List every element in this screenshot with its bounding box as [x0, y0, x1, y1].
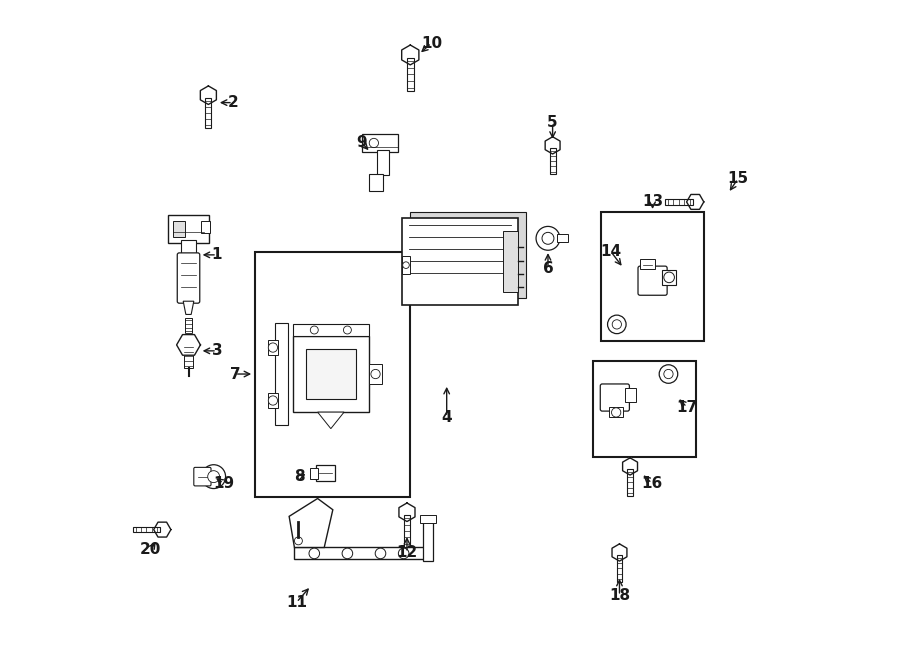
Circle shape [309, 548, 320, 559]
Circle shape [208, 471, 220, 483]
Circle shape [342, 548, 353, 559]
Bar [133, 527, 159, 532]
Bar [640, 259, 654, 269]
Text: 3: 3 [212, 344, 222, 358]
Bar [181, 240, 196, 255]
Bar [268, 340, 277, 355]
Bar [402, 218, 518, 305]
Bar [292, 324, 369, 336]
Text: 13: 13 [642, 195, 663, 209]
Text: 4: 4 [441, 410, 452, 424]
Bar [369, 364, 382, 384]
Bar [550, 148, 555, 175]
Bar [665, 199, 693, 205]
Circle shape [371, 369, 380, 379]
Circle shape [369, 138, 379, 148]
Circle shape [310, 326, 319, 334]
Text: 2: 2 [228, 95, 238, 110]
Bar [316, 465, 335, 481]
Circle shape [664, 272, 674, 283]
Circle shape [664, 369, 673, 379]
Text: 7: 7 [230, 367, 240, 381]
Polygon shape [545, 137, 560, 154]
Text: 9: 9 [356, 135, 366, 150]
Bar [407, 58, 414, 91]
Text: 12: 12 [396, 545, 418, 560]
Bar [423, 520, 434, 561]
Polygon shape [687, 195, 704, 209]
Bar [201, 221, 211, 233]
Text: 10: 10 [421, 36, 442, 50]
Bar [274, 323, 288, 426]
Circle shape [375, 548, 386, 559]
Bar [184, 345, 194, 368]
Polygon shape [623, 458, 637, 475]
Bar [369, 174, 383, 191]
Bar [626, 388, 636, 402]
Text: 8: 8 [293, 469, 304, 484]
FancyBboxPatch shape [194, 467, 211, 486]
Text: 11: 11 [286, 595, 307, 610]
Bar [627, 469, 633, 495]
Bar [292, 336, 369, 412]
FancyBboxPatch shape [600, 384, 629, 411]
Text: 20: 20 [140, 542, 161, 557]
Bar [268, 393, 277, 408]
Bar [410, 212, 526, 298]
Circle shape [344, 326, 351, 334]
Text: 17: 17 [677, 400, 698, 414]
Bar [377, 150, 389, 175]
Bar [609, 407, 624, 417]
Circle shape [294, 537, 302, 545]
Bar [310, 468, 318, 479]
Circle shape [542, 232, 554, 244]
Circle shape [612, 320, 622, 329]
Text: 6: 6 [543, 261, 553, 275]
Text: 14: 14 [600, 244, 621, 259]
Circle shape [402, 261, 410, 269]
Circle shape [268, 343, 277, 352]
Bar [294, 547, 427, 559]
Polygon shape [154, 522, 171, 537]
Text: 15: 15 [727, 171, 749, 186]
Text: 19: 19 [213, 476, 234, 491]
Bar [556, 234, 569, 242]
Bar [601, 212, 704, 341]
Bar [184, 318, 193, 333]
FancyBboxPatch shape [177, 253, 200, 303]
Circle shape [202, 465, 226, 489]
Bar [420, 515, 436, 523]
Bar [662, 270, 677, 285]
FancyBboxPatch shape [638, 266, 667, 295]
Bar [362, 134, 399, 152]
Circle shape [268, 396, 277, 405]
Circle shape [611, 408, 621, 417]
Polygon shape [318, 412, 344, 429]
Polygon shape [612, 544, 627, 561]
Bar [503, 232, 517, 291]
Text: 18: 18 [609, 589, 630, 603]
Text: 1: 1 [212, 248, 222, 262]
Polygon shape [201, 86, 216, 105]
Polygon shape [176, 334, 201, 355]
Bar [593, 361, 696, 457]
Bar [616, 555, 622, 582]
Text: 5: 5 [547, 115, 558, 130]
Bar [173, 221, 184, 237]
Bar [205, 98, 212, 128]
Circle shape [608, 315, 626, 334]
Circle shape [659, 365, 678, 383]
Polygon shape [289, 498, 333, 547]
Bar [402, 256, 410, 274]
Circle shape [536, 226, 560, 250]
Bar [306, 349, 356, 399]
Polygon shape [401, 45, 419, 65]
Polygon shape [399, 503, 415, 522]
Circle shape [399, 548, 409, 559]
Bar [255, 252, 410, 496]
Bar [404, 515, 410, 547]
FancyBboxPatch shape [168, 215, 209, 243]
Text: 16: 16 [642, 476, 662, 491]
Polygon shape [184, 301, 194, 314]
